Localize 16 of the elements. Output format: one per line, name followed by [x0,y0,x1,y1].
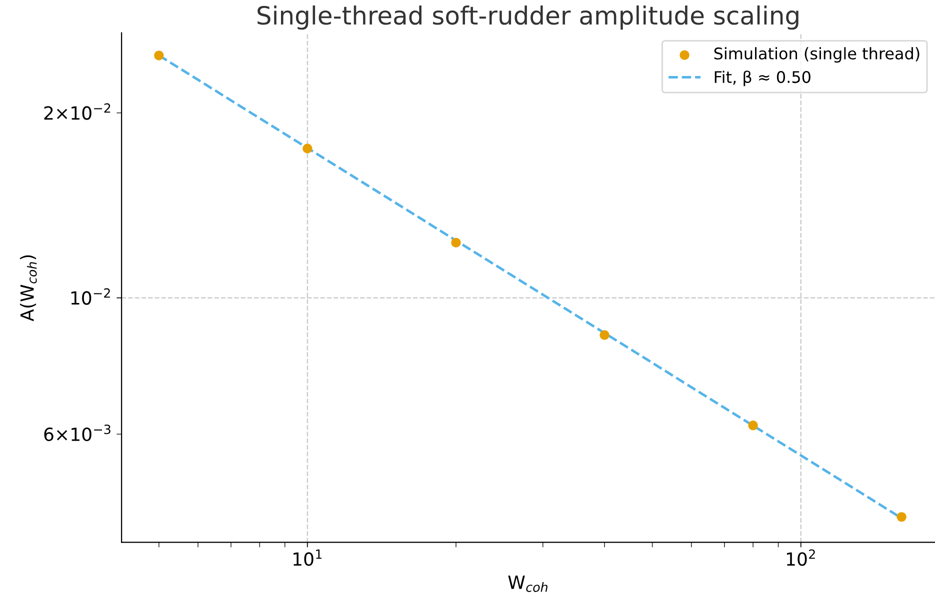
point [600,330,610,340]
legend-label: Fit, β ≈ 0.50 [714,70,810,86]
y-tick-label: 6×10$^{−3}$ [44,424,110,442]
y-axis-title: A(W$_{coh}$) [20,255,37,322]
x-tick-label: 10$^{2}$ [786,549,815,566]
point [451,238,461,248]
legend-label: Simulation (single thread) [714,47,920,63]
point [896,512,906,522]
y-tick-label: 2×10$^{−2}$ [44,103,110,120]
x-tick-label: 10$^{1}$ [294,550,322,566]
point [748,420,758,430]
y-tick-label: 10$^{−2}$ [71,288,110,305]
point [302,144,312,154]
chart-title: Single-thread soft-rudder amplitude scaling [258,5,798,30]
x-axis-title: W$_{coh}$ [508,576,548,592]
point [154,50,164,60]
